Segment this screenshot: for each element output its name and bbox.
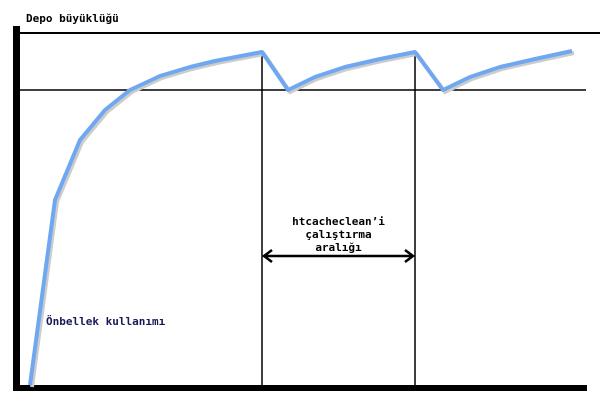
cache-usage-curve — [28, 49, 573, 386]
interval-label-line: htcacheclean’i — [292, 215, 385, 228]
curve-label: Önbellek kullanımı — [46, 315, 166, 328]
y-axis-label: Depo büyüklüğü — [26, 12, 119, 25]
interval-label-line: aralığı — [315, 241, 362, 254]
interval-label-line: çalıştırma — [305, 228, 372, 241]
interval-label: htcacheclean’i çalıştırma aralığı — [262, 215, 415, 254]
interval-arrow — [261, 249, 416, 263]
cache-usage-shadow — [30, 51, 575, 388]
y-axis — [13, 26, 20, 390]
x-axis — [13, 385, 587, 391]
